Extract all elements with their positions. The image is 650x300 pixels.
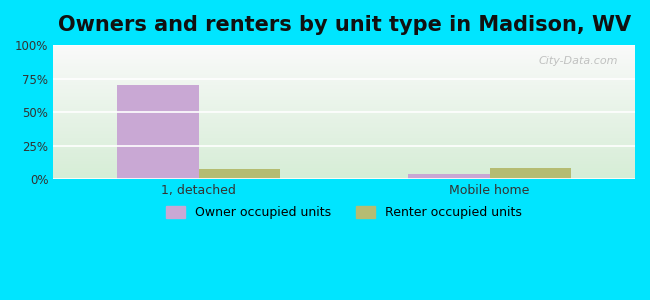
Title: Owners and renters by unit type in Madison, WV: Owners and renters by unit type in Madis…: [58, 15, 630, 35]
Bar: [199, 169, 280, 179]
Bar: [408, 174, 489, 179]
Legend: Owner occupied units, Renter occupied units: Owner occupied units, Renter occupied un…: [161, 201, 527, 224]
Bar: [117, 85, 199, 179]
Bar: [489, 168, 571, 179]
Text: City-Data.com: City-Data.com: [538, 56, 617, 66]
